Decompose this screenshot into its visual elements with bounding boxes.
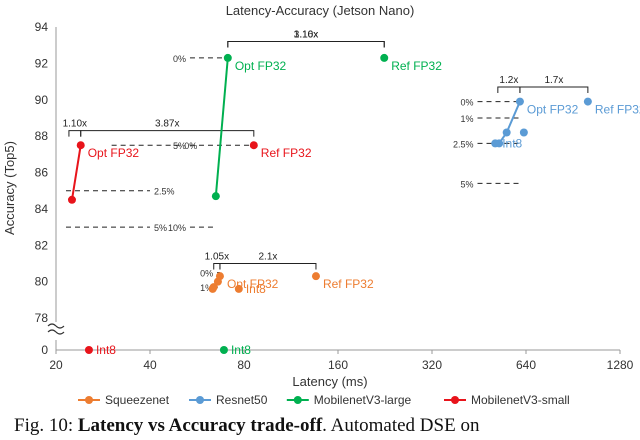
y-tick-label: 88 [35,129,49,143]
point-label: Int8 [96,343,116,357]
y-tick-label: 92 [35,56,49,70]
speedup-bracket [213,262,221,270]
speedup-label: 2.1x [259,251,278,262]
speedup-bracket [227,41,385,48]
tolerance-label: 2.5% [453,139,474,149]
legend-label: Resnet50 [216,393,268,407]
y-tick-label: 94 [35,20,49,34]
data-point [211,192,220,201]
x-tick-label: 40 [143,358,157,372]
point-label: Ref FP32 [391,59,442,73]
x-tick-label: 1280 [607,358,634,372]
speedup-bracket [68,130,82,137]
tolerance-label: 5% [460,179,473,189]
y-tick-label: 84 [35,202,49,216]
tolerance-label: 2.5% [154,187,175,197]
legend-label: MobilenetV3-small [471,393,570,407]
y-tick-label: 78 [35,311,49,325]
x-tick-label: 320 [422,358,442,372]
chart-title: Latency-Accuracy (Jetson Nano) [226,3,415,18]
data-point [219,346,228,354]
speedup-label: 1.05x [205,251,229,262]
speedup-bracket [497,86,521,94]
series-line [214,57,229,197]
tolerance-label: 10% [168,223,186,233]
speedup-bracket [80,130,255,137]
speedup-label: 1.10x [63,119,87,130]
point-label: Int8 [231,343,251,357]
data-point [213,277,222,286]
speedup-bracket [227,41,385,48]
y-tick-label: 90 [35,93,49,107]
data-point [311,272,320,281]
data-point [208,284,217,293]
legend-label: Squeezenet [105,393,170,407]
data-point [76,141,85,150]
tolerance-label: 0% [200,269,213,279]
speedup-label: 3.16x [294,30,318,41]
point-label: Opt FP32 [88,146,140,160]
y-tick-label: 0 [41,343,48,357]
legend-marker [196,396,204,404]
axis-break-mark [47,323,65,329]
caption-rest: . Automated DSE on [322,415,480,436]
point-label: Ref FP32 [323,277,374,291]
axis-break-mark [47,329,65,335]
speedup-bracket [519,86,589,94]
data-point [67,195,76,204]
speedup-label: 1.10x [294,30,318,41]
x-tick-label: 80 [237,358,251,372]
tolerance-label: 0% [173,54,186,64]
caption-prefix: Fig. 10: [14,415,78,436]
tolerance-label: 1% [460,114,473,124]
data-point [519,128,528,137]
speedup-bracket [219,262,317,270]
data-point [491,139,500,148]
y-tick-label: 80 [35,275,49,289]
legend-marker [293,396,302,404]
data-point [223,53,232,62]
y-tick-label: 86 [35,166,49,180]
x-tick-label: 640 [516,358,536,372]
data-point [234,284,243,293]
tolerance-label: 0% [184,141,197,151]
legend-marker [451,396,459,404]
speedup-label: 1.7x [544,75,563,86]
x-tick-label: 20 [49,358,63,372]
speedup-label: 1.2x [499,75,518,86]
point-label: Opt FP32 [235,59,287,73]
data-point [84,346,93,354]
tolerance-label: 0% [460,98,473,108]
figure-caption: Fig. 10: Latency vs Accuracy trade-off. … [14,415,640,437]
y-axis-label: Accuracy (Top5) [2,141,17,235]
data-point [515,97,524,106]
latency-accuracy-chart: Latency-Accuracy (Jetson Nano) 0 78 80 82 84 8… [2,3,640,407]
data-point [583,97,592,106]
point-label: Ref FP32 [595,103,640,117]
legend-label: MobilenetV3-large [314,393,412,407]
data-point [502,128,511,137]
point-label: Ref FP32 [261,146,312,160]
caption-bold: Latency vs Accuracy trade-off [77,415,323,436]
data-point [380,53,389,62]
tolerance-label: 5% [173,141,186,151]
point-label: Int8 [502,136,522,150]
speedup-label: 3.87x [155,119,179,130]
point-label: Opt FP32 [527,103,579,117]
data-point [249,141,258,150]
tolerance-label: 1% [200,283,213,293]
series-line [70,145,82,200]
x-tick-label: 160 [328,358,348,372]
point-label: Int8 [246,282,266,296]
x-axis-label: Latency (ms) [292,374,367,389]
legend-marker [85,396,93,404]
tolerance-label: 5% [154,223,167,233]
y-tick-label: 82 [35,238,49,252]
